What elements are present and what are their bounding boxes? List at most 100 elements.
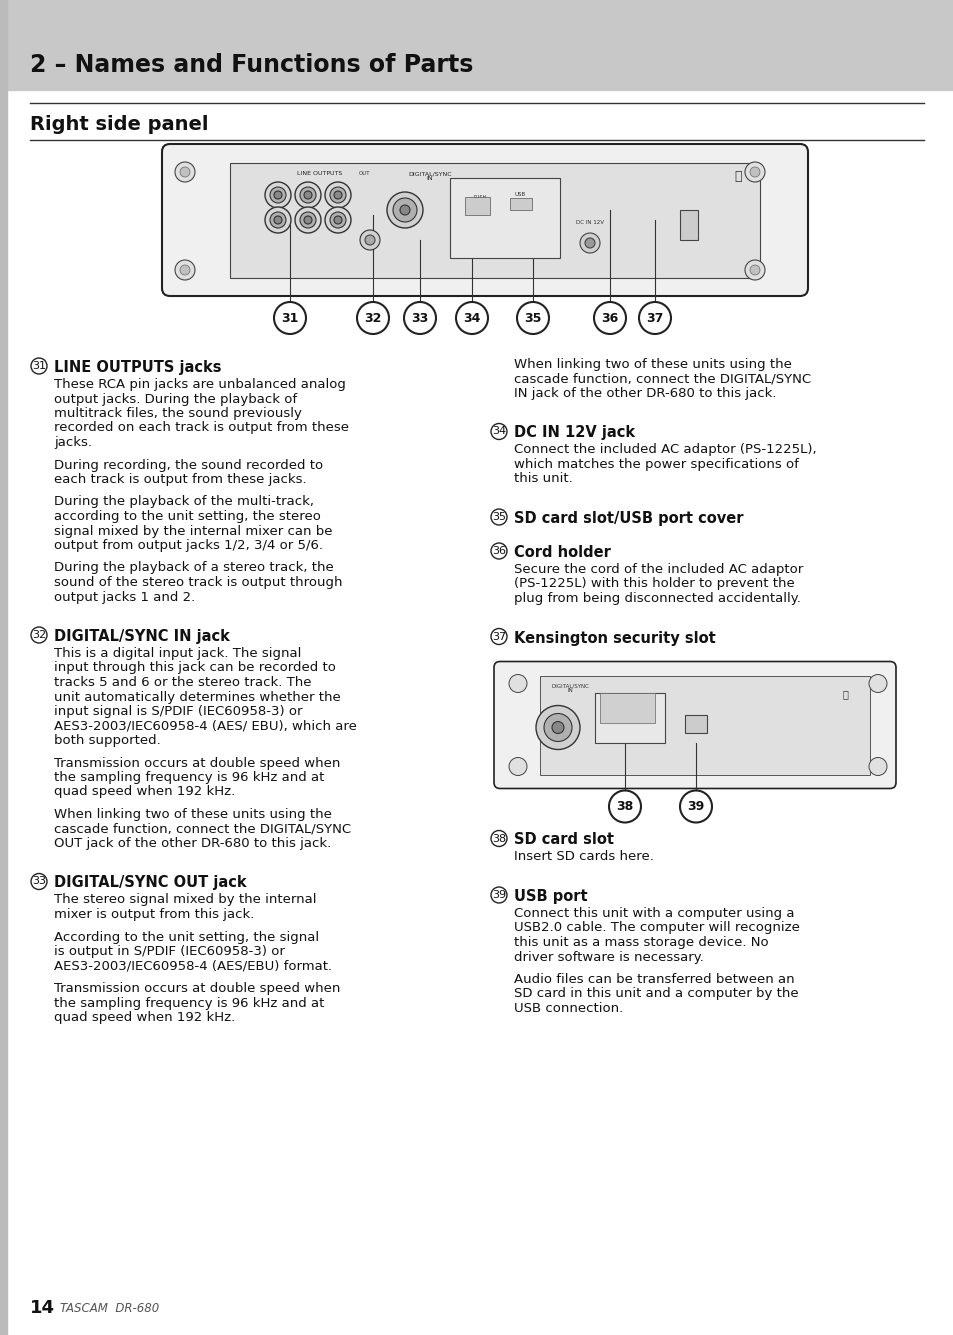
Text: 35: 35 <box>524 311 541 324</box>
Text: SD card slot: SD card slot <box>514 833 614 848</box>
Text: TASCAM  DR-680: TASCAM DR-680 <box>60 1302 159 1315</box>
Circle shape <box>491 543 506 559</box>
Circle shape <box>868 757 886 776</box>
Text: 🔒: 🔒 <box>841 689 847 700</box>
Circle shape <box>509 757 526 776</box>
Text: output from output jacks 1/2, 3/4 or 5/6.: output from output jacks 1/2, 3/4 or 5/6… <box>54 539 323 551</box>
Text: 14: 14 <box>30 1299 55 1318</box>
Circle shape <box>584 238 595 248</box>
Text: the sampling frequency is 96 kHz and at: the sampling frequency is 96 kHz and at <box>54 996 324 1009</box>
Circle shape <box>594 302 625 334</box>
Circle shape <box>387 192 422 228</box>
Text: both supported.: both supported. <box>54 734 161 748</box>
Text: LINE OUTPUTS jacks: LINE OUTPUTS jacks <box>54 360 221 375</box>
Circle shape <box>274 216 282 224</box>
Text: EJECT: EJECT <box>473 199 487 204</box>
Bar <box>679 210 698 240</box>
Text: signal mixed by the internal mixer can be: signal mixed by the internal mixer can b… <box>54 525 333 538</box>
Text: 31: 31 <box>32 360 46 371</box>
Text: sound of the stereo track is output through: sound of the stereo track is output thro… <box>54 575 342 589</box>
Text: plug from being disconnected accidentally.: plug from being disconnected accidentall… <box>514 591 800 605</box>
Text: OUT jack of the other DR-680 to this jack.: OUT jack of the other DR-680 to this jac… <box>54 837 331 850</box>
Circle shape <box>180 266 190 275</box>
Text: Right side panel: Right side panel <box>30 115 209 134</box>
Text: AES3-2003/IEC60958-4 (AES/ EBU), which are: AES3-2003/IEC60958-4 (AES/ EBU), which a… <box>54 720 356 733</box>
Text: 39: 39 <box>687 800 704 813</box>
Text: IN: IN <box>426 176 433 182</box>
Text: 2 – Names and Functions of Parts: 2 – Names and Functions of Parts <box>30 53 473 77</box>
FancyBboxPatch shape <box>162 144 807 296</box>
Bar <box>450 178 559 258</box>
Text: Insert SD cards here.: Insert SD cards here. <box>514 850 653 864</box>
Circle shape <box>679 790 711 822</box>
Text: recorded on each track is output from these: recorded on each track is output from th… <box>54 422 349 434</box>
Text: DC IN 12V jack: DC IN 12V jack <box>514 426 635 441</box>
Text: Transmission occurs at double speed when: Transmission occurs at double speed when <box>54 757 340 769</box>
Circle shape <box>491 629 506 645</box>
Text: 36: 36 <box>600 311 618 324</box>
Text: SD card slot/USB port cover: SD card slot/USB port cover <box>514 511 742 526</box>
Circle shape <box>744 162 764 182</box>
Circle shape <box>749 266 760 275</box>
Circle shape <box>334 191 341 199</box>
Text: OUT: OUT <box>359 171 371 176</box>
Text: USB: USB <box>514 192 525 198</box>
Circle shape <box>299 187 315 203</box>
Bar <box>510 198 532 210</box>
Text: PUSH: PUSH <box>473 195 486 200</box>
Text: According to the unit setting, the signal: According to the unit setting, the signa… <box>54 930 319 944</box>
Circle shape <box>325 182 351 208</box>
Circle shape <box>536 705 579 749</box>
Text: 34: 34 <box>463 311 480 324</box>
Text: During the playback of the multi-track,: During the playback of the multi-track, <box>54 495 314 509</box>
Circle shape <box>30 627 47 643</box>
Circle shape <box>509 674 526 693</box>
Text: Secure the cord of the included AC adaptor: Secure the cord of the included AC adapt… <box>514 563 802 575</box>
Text: When linking two of these units using the: When linking two of these units using th… <box>54 808 332 821</box>
Text: 38: 38 <box>492 833 505 844</box>
Text: SD card in this unit and a computer by the: SD card in this unit and a computer by t… <box>514 988 798 1000</box>
Circle shape <box>30 873 47 889</box>
Text: USB2.0 cable. The computer will recognize: USB2.0 cable. The computer will recogniz… <box>514 921 799 934</box>
Text: 37: 37 <box>492 631 505 642</box>
Circle shape <box>299 212 315 228</box>
Circle shape <box>579 234 599 254</box>
Text: tracks 5 and 6 or the stereo track. The: tracks 5 and 6 or the stereo track. The <box>54 676 312 689</box>
Text: IN: IN <box>566 688 572 693</box>
Circle shape <box>552 721 563 733</box>
Text: These RCA pin jacks are unbalanced analog: These RCA pin jacks are unbalanced analo… <box>54 378 346 391</box>
Bar <box>464 198 490 215</box>
Text: Connect the included AC adaptor (PS-1225L),: Connect the included AC adaptor (PS-1225… <box>514 443 816 457</box>
Circle shape <box>543 713 572 741</box>
Circle shape <box>456 302 488 334</box>
Circle shape <box>265 207 291 234</box>
Text: 33: 33 <box>411 311 428 324</box>
Bar <box>595 693 664 742</box>
Text: USB port: USB port <box>514 889 587 904</box>
Text: is output in S/PDIF (IEC60958-3) or: is output in S/PDIF (IEC60958-3) or <box>54 945 285 959</box>
Circle shape <box>330 212 346 228</box>
Circle shape <box>403 302 436 334</box>
Text: output jacks 1 and 2.: output jacks 1 and 2. <box>54 590 195 603</box>
Circle shape <box>868 674 886 693</box>
Text: IN jack of the other DR-680 to this jack.: IN jack of the other DR-680 to this jack… <box>514 387 776 400</box>
Text: DC IN 12V: DC IN 12V <box>576 220 603 226</box>
Circle shape <box>491 830 506 846</box>
Text: 39: 39 <box>492 890 505 900</box>
Text: mixer is output from this jack.: mixer is output from this jack. <box>54 908 254 921</box>
Circle shape <box>304 191 312 199</box>
Text: 32: 32 <box>364 311 381 324</box>
Circle shape <box>744 260 764 280</box>
Text: Audio files can be transferred between an: Audio files can be transferred between a… <box>514 973 794 987</box>
Circle shape <box>174 162 194 182</box>
Bar <box>0 0 7 1335</box>
Text: quad speed when 192 kHz.: quad speed when 192 kHz. <box>54 1011 235 1024</box>
Text: This is a digital input jack. The signal: This is a digital input jack. The signal <box>54 647 301 659</box>
Circle shape <box>356 302 389 334</box>
Circle shape <box>294 182 320 208</box>
Circle shape <box>608 790 640 822</box>
Text: 31: 31 <box>281 311 298 324</box>
Text: USB connection.: USB connection. <box>514 1003 622 1015</box>
Circle shape <box>365 235 375 246</box>
Text: LINE OUTPUTS: LINE OUTPUTS <box>297 171 342 176</box>
